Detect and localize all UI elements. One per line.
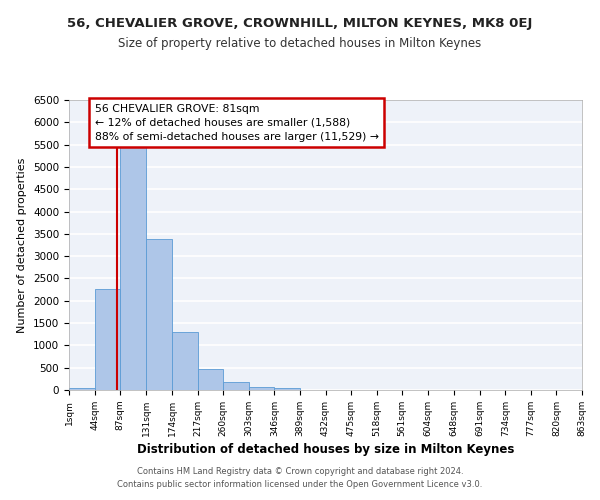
Bar bbox=[249, 386, 274, 390]
Bar bbox=[120, 147, 146, 390]
X-axis label: Distribution of detached houses by size in Milton Keynes: Distribution of detached houses by size … bbox=[137, 443, 514, 456]
Bar bbox=[146, 239, 172, 390]
Text: Contains HM Land Registry data © Crown copyright and database right 2024.: Contains HM Land Registry data © Crown c… bbox=[137, 467, 463, 476]
Text: Contains public sector information licensed under the Open Government Licence v3: Contains public sector information licen… bbox=[118, 480, 482, 489]
Bar bbox=[172, 332, 197, 390]
Text: 56, CHEVALIER GROVE, CROWNHILL, MILTON KEYNES, MK8 0EJ: 56, CHEVALIER GROVE, CROWNHILL, MILTON K… bbox=[67, 18, 533, 30]
Bar bbox=[69, 388, 95, 390]
Bar bbox=[274, 388, 300, 390]
Bar bbox=[223, 382, 249, 390]
Text: 56 CHEVALIER GROVE: 81sqm
← 12% of detached houses are smaller (1,588)
88% of se: 56 CHEVALIER GROVE: 81sqm ← 12% of detac… bbox=[95, 104, 379, 142]
Bar bbox=[95, 288, 120, 390]
Y-axis label: Number of detached properties: Number of detached properties bbox=[17, 158, 28, 332]
Bar bbox=[197, 368, 223, 390]
Text: Size of property relative to detached houses in Milton Keynes: Size of property relative to detached ho… bbox=[118, 38, 482, 51]
